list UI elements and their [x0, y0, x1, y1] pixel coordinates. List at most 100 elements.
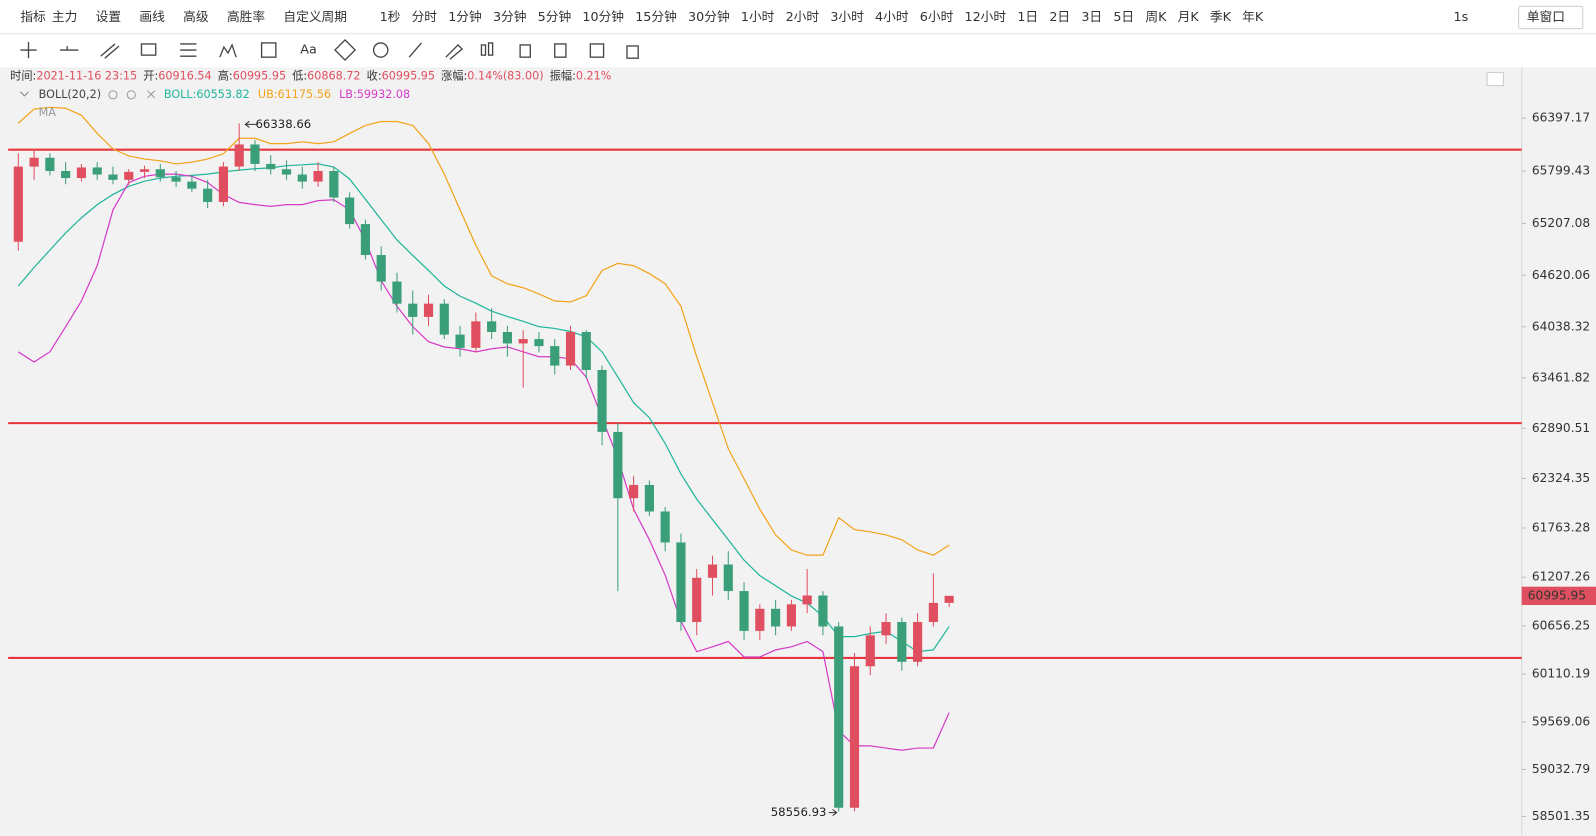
candle-body [124, 171, 134, 180]
candle-body [550, 346, 560, 366]
candle-body [92, 167, 102, 175]
candle-body [802, 595, 812, 605]
candle-body [29, 157, 39, 167]
info-value: 60916.54 [158, 70, 211, 83]
candle-body [676, 542, 686, 623]
y-axis-panel [1521, 67, 1596, 836]
candle-body [329, 170, 339, 198]
toolbar-item[interactable]: 指标 [20, 9, 46, 24]
y-tick-label: 58501.35 [1532, 809, 1590, 823]
y-tick-label: 60656.25 [1532, 618, 1590, 632]
toolbar-item[interactable]: 自定义周期 [283, 9, 347, 24]
candle-body [423, 303, 434, 317]
y-tick-label: 65799.43 [1532, 164, 1590, 178]
tool-fib[interactable] [180, 43, 197, 57]
tool-edit[interactable] [589, 43, 605, 58]
candle-body [76, 167, 87, 179]
period-tab[interactable]: 季K [1210, 9, 1232, 24]
legend-item: LB:59932.08 [339, 88, 410, 101]
tool-candles[interactable] [480, 42, 494, 56]
tool-pen[interactable] [445, 44, 464, 60]
y-tick-label: 60110.19 [1532, 667, 1590, 681]
candle-body [13, 166, 23, 242]
info-value: 60995.95 [382, 70, 435, 83]
tool-copy[interactable] [554, 43, 567, 58]
candle-body [250, 144, 260, 164]
plot: 66338.66 58556.93 [8, 106, 1522, 819]
tool-magnet[interactable] [334, 39, 357, 62]
candle-body [376, 255, 386, 282]
candle-body [660, 511, 670, 543]
tool-clip[interactable] [519, 44, 531, 58]
candle-body [771, 608, 781, 627]
period-tab[interactable]: 1日 [1017, 9, 1038, 24]
period-tab[interactable]: 月K [1178, 9, 1200, 24]
candle-body [565, 331, 576, 366]
legend-item: BOLL:60553.82 [164, 88, 250, 101]
candle-body [502, 331, 512, 344]
period-tab[interactable]: 1秒 [380, 9, 401, 24]
boll-line [17, 173, 950, 751]
period-tab[interactable]: 10分钟 [582, 9, 624, 24]
period-tab[interactable]: 3日 [1081, 9, 1102, 24]
toolbar-item[interactable]: 高级 [183, 9, 209, 24]
toolbar-item[interactable]: 高胜率 [227, 9, 265, 24]
period-tab[interactable]: 15分钟 [635, 9, 677, 24]
expand-button[interactable] [1486, 71, 1504, 87]
tool-rect[interactable] [140, 43, 157, 56]
candle-body [897, 622, 907, 662]
y-tick-label: 61207.26 [1532, 570, 1590, 584]
period-tab[interactable]: 5日 [1113, 9, 1134, 24]
tool-lock[interactable] [372, 42, 389, 58]
candle-body [786, 604, 796, 627]
period-tab[interactable]: 2小时 [786, 9, 820, 24]
window-select[interactable] [1518, 5, 1584, 30]
period-tab[interactable]: 分时 [412, 9, 438, 24]
candle-body [487, 321, 497, 332]
period-tab[interactable]: 年K [1242, 9, 1264, 24]
period-tab[interactable]: 3小时 [830, 9, 864, 24]
tool-text[interactable]: Aa [300, 42, 317, 57]
tool-hline[interactable] [60, 45, 79, 51]
period-tab[interactable]: 周K [1145, 9, 1167, 24]
toolbar-item[interactable]: 画线 [139, 9, 165, 24]
period-tab[interactable]: 2日 [1049, 9, 1070, 24]
tool-wave[interactable] [219, 43, 237, 58]
candle-body [913, 622, 923, 662]
toolbar-item[interactable]: 主力 [52, 9, 77, 24]
period-tab[interactable]: 30分钟 [688, 9, 730, 24]
info-value: 60995.95 [233, 70, 286, 83]
candle-body [108, 174, 118, 180]
boll-line [17, 106, 950, 556]
period-tab[interactable]: 4小时 [875, 9, 909, 24]
candle-body [297, 174, 307, 182]
candle-body [218, 166, 228, 202]
y-tick-label: 63461.82 [1532, 370, 1590, 384]
last-price-label: 60995.95 [1528, 588, 1586, 602]
period-tab[interactable]: 1小时 [741, 9, 775, 24]
period-tab[interactable]: 5分钟 [538, 9, 572, 24]
period-tab[interactable]: 12小时 [965, 9, 1007, 24]
tool-parallel[interactable] [100, 43, 120, 59]
candle-body [518, 339, 528, 344]
period-tab[interactable]: 1分钟 [448, 9, 482, 24]
tool-ruler[interactable] [408, 42, 422, 58]
y-tick-label: 61763.28 [1532, 520, 1590, 534]
eye-icon [108, 90, 118, 100]
toolbar-item[interactable]: 设置 [96, 9, 122, 24]
period-tab[interactable]: 6小时 [920, 9, 954, 24]
refresh-rate[interactable]: 1s [1454, 9, 1469, 24]
tool-delete[interactable] [626, 45, 639, 59]
period-tab[interactable]: 3分钟 [493, 9, 527, 24]
y-tick-label: 62324.35 [1532, 471, 1590, 485]
candle-body [644, 484, 654, 512]
info-label: 涨幅: [441, 70, 467, 83]
candle-body [629, 484, 639, 499]
tool-cross[interactable] [20, 41, 37, 59]
candle-body [818, 595, 828, 627]
candle-body [155, 169, 165, 178]
tool-measure[interactable] [260, 42, 277, 58]
window-label[interactable]: 单窗口 [1527, 9, 1565, 24]
